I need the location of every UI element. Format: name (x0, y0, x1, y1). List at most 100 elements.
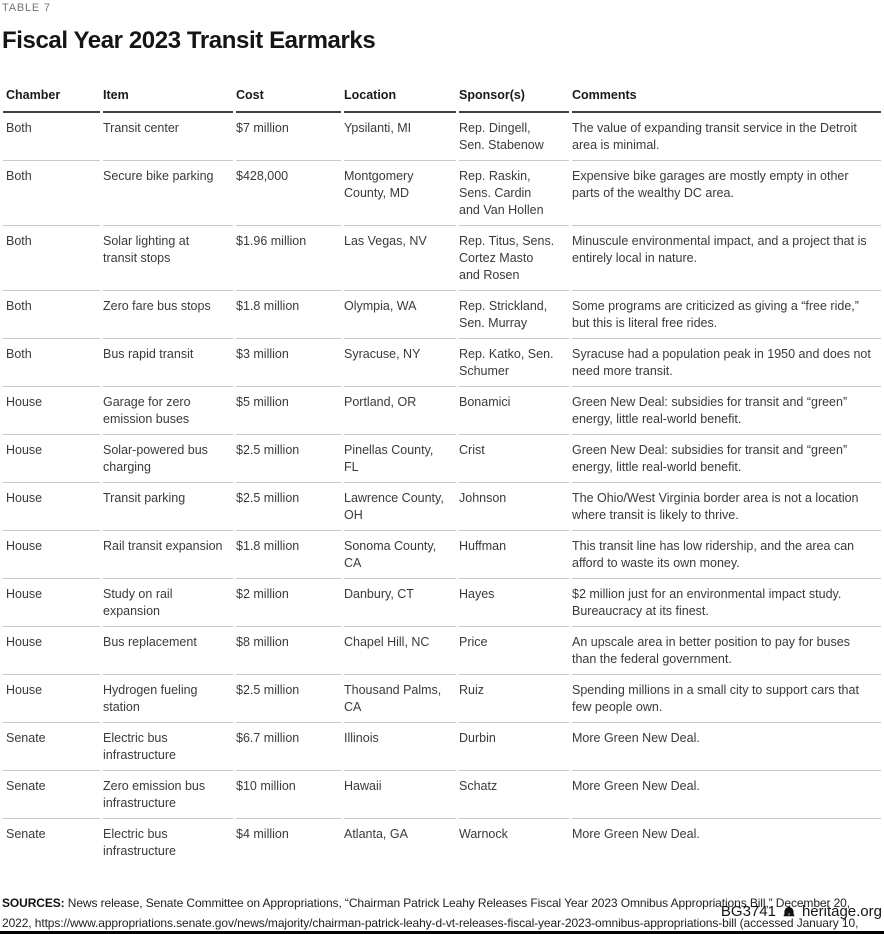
cell-cost: $2 million (236, 578, 341, 626)
cell-comments: The value of expanding transit service i… (572, 121, 857, 152)
cell-sponsors: Huffman (459, 530, 569, 578)
cell-item: Zero fare bus stops (103, 290, 233, 338)
table-row: House Garage for zero emission buses $5 … (3, 386, 881, 434)
table-row: Both Bus rapid transit $3 million Syracu… (3, 338, 881, 386)
cell-sponsors: Warnock (459, 818, 569, 866)
cell-location: Ypsilanti, MI (344, 121, 412, 135)
cell-chamber: Senate (3, 818, 100, 866)
cell-sponsors: Rep. Raskin, Sens. Cardin and Van Hollen (459, 160, 569, 225)
table-row: House Rail transit expansion $1.8 millio… (3, 530, 881, 578)
cell-sponsors: Hayes (459, 578, 569, 626)
cell-chamber: Senate (3, 770, 100, 818)
table-row: Senate Electric bus infrastructure $4 mi… (3, 818, 881, 866)
cell-item: Transit parking (103, 482, 233, 530)
cell-comments: Spending millions in a small city to sup… (572, 674, 881, 722)
cell-sponsors: Rep. Titus, Sens. Cortez Masto and Rosen (459, 225, 569, 290)
cell-location: Pinellas County, FL (344, 434, 456, 482)
document-id: BG3741 (720, 903, 776, 920)
table-row: Senate Electric bus infrastructure $6.7 … (3, 722, 881, 770)
cell-item: Secure bike parking (103, 160, 233, 225)
table-row: Senate Zero emission bus infrastructure … (3, 770, 881, 818)
cell-chamber: Senate (3, 722, 100, 770)
cell-chamber: Both (3, 160, 100, 225)
column-header-sponsors: Sponsor(s) (459, 88, 569, 113)
column-header-chamber: Chamber (3, 88, 100, 113)
cell-cost: $428,000 (236, 160, 341, 225)
table-row: House Hydrogen fueling station $2.5 mill… (3, 674, 881, 722)
column-header-location: Location (344, 88, 456, 113)
cell-location: Danbury, CT (344, 578, 456, 626)
cell-sponsors: Schatz (459, 770, 569, 818)
cell-cost: $6.7 million (236, 722, 341, 770)
cell-chamber: Both (3, 225, 100, 290)
cell-sponsors: Rep. Strickland, Sen. Murray (459, 290, 569, 338)
table-row: Both Transit center $7 million Ypsilanti… (3, 113, 881, 160)
site-name: heritage.org (801, 903, 882, 920)
cell-item: Electric bus infrastructure (103, 722, 233, 770)
cell-chamber: Both (6, 121, 32, 135)
cell-location: Hawaii (344, 770, 456, 818)
cell-chamber: House (3, 434, 100, 482)
sources-note: SOURCES: News release, Senate Committee … (2, 894, 882, 934)
cell-comments: More Green New Deal. (572, 770, 881, 818)
cell-location: Atlanta, GA (344, 818, 456, 866)
table-row: Both Solar lighting at transit stops $1.… (3, 225, 881, 290)
cell-location: Illinois (344, 722, 456, 770)
cell-sponsors: Rep. Dingell, Sen. Stabenow (459, 121, 544, 152)
sources-text: News release, Senate Committee on Approp… (2, 896, 859, 930)
cell-cost: $2.5 million (236, 674, 341, 722)
table-header-row: Chamber Item Cost Location Sponsor(s) Co… (3, 88, 881, 113)
cell-sponsors: Rep. Katko, Sen. Schumer (459, 338, 569, 386)
cell-comments: Some programs are criticized as giving a… (572, 290, 881, 338)
cell-comments: Green New Deal: subsidies for transit an… (572, 434, 881, 482)
column-header-comments: Comments (572, 88, 881, 113)
cell-item: Bus rapid transit (103, 338, 233, 386)
cell-chamber: House (3, 626, 100, 674)
column-header-item: Item (103, 88, 233, 113)
table-row: House Bus replacement $8 million Chapel … (3, 626, 881, 674)
cell-item: Garage for zero emission buses (103, 386, 233, 434)
cell-comments: Minuscule environmental impact, and a pr… (572, 225, 881, 290)
cell-chamber: House (3, 578, 100, 626)
cell-cost: $5 million (236, 386, 341, 434)
table-header: Chamber Item Cost Location Sponsor(s) Co… (3, 88, 881, 113)
cell-sponsors: Price (459, 626, 569, 674)
table-row: Both Secure bike parking $428,000 Montgo… (3, 160, 881, 225)
cell-comments: This transit line has low ridership, and… (572, 530, 881, 578)
document-footer: BG3741 heritage.org (721, 903, 882, 920)
cell-cost: $1.8 million (236, 290, 341, 338)
cell-comments: More Green New Deal. (572, 722, 881, 770)
cell-cost: $1.96 million (236, 225, 341, 290)
cell-sponsors: Crist (459, 434, 569, 482)
cell-sponsors: Ruiz (459, 674, 569, 722)
cell-item: Zero emission bus infrastructure (103, 770, 233, 818)
cell-sponsors: Johnson (459, 482, 569, 530)
cell-chamber: Both (3, 338, 100, 386)
cell-item: Solar-powered bus charging (103, 434, 233, 482)
cell-location: Montgomery County, MD (344, 160, 456, 225)
cell-comments: Expensive bike garages are mostly empty … (572, 160, 881, 225)
table-number-label: TABLE 7 (2, 2, 51, 14)
cell-cost: $2.5 million (236, 482, 341, 530)
cell-chamber: House (3, 674, 100, 722)
cell-item: Study on rail expansion (103, 578, 233, 626)
page-title: Fiscal Year 2023 Transit Earmarks (2, 27, 376, 54)
table-row: Both Zero fare bus stops $1.8 million Ol… (3, 290, 881, 338)
cell-cost: $10 million (236, 770, 341, 818)
cell-location: Thousand Palms, CA (344, 674, 456, 722)
cell-cost: $2.5 million (236, 434, 341, 482)
cell-item: Rail transit expansion (103, 530, 233, 578)
liberty-bell-icon (782, 905, 796, 919)
cell-cost: $1.8 million (236, 530, 341, 578)
cell-location: Syracuse, NY (344, 338, 456, 386)
cell-cost: $3 million (236, 338, 341, 386)
cell-sponsors: Durbin (459, 722, 569, 770)
cell-sponsors: Bonamici (459, 386, 569, 434)
cell-item: Solar lighting at transit stops (103, 225, 233, 290)
cell-cost: $4 million (236, 818, 341, 866)
cell-comments: The Ohio/West Virginia border area is no… (572, 482, 881, 530)
cell-location: Portland, OR (344, 386, 456, 434)
cell-item: Bus replacement (103, 626, 233, 674)
cell-item: Transit center (103, 121, 179, 135)
